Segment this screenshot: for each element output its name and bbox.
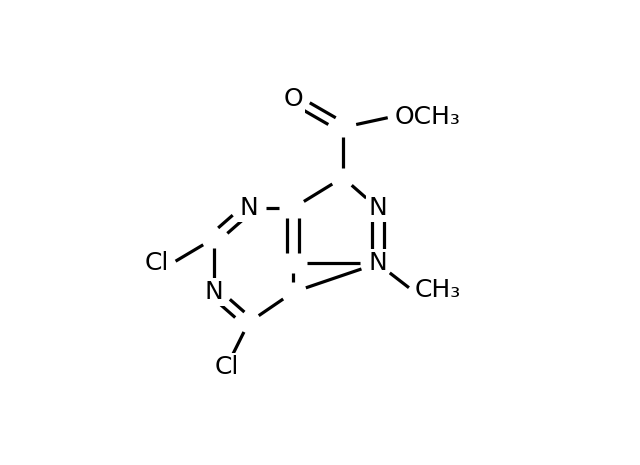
Text: N: N [368, 252, 387, 275]
Text: O: O [284, 87, 303, 111]
Text: N: N [368, 196, 387, 220]
Text: Cl: Cl [214, 355, 239, 379]
Text: N: N [239, 196, 258, 220]
Text: Cl: Cl [145, 252, 169, 275]
Text: OCH₃: OCH₃ [395, 105, 461, 129]
Text: N: N [205, 280, 223, 304]
Text: CH₃: CH₃ [415, 279, 461, 302]
